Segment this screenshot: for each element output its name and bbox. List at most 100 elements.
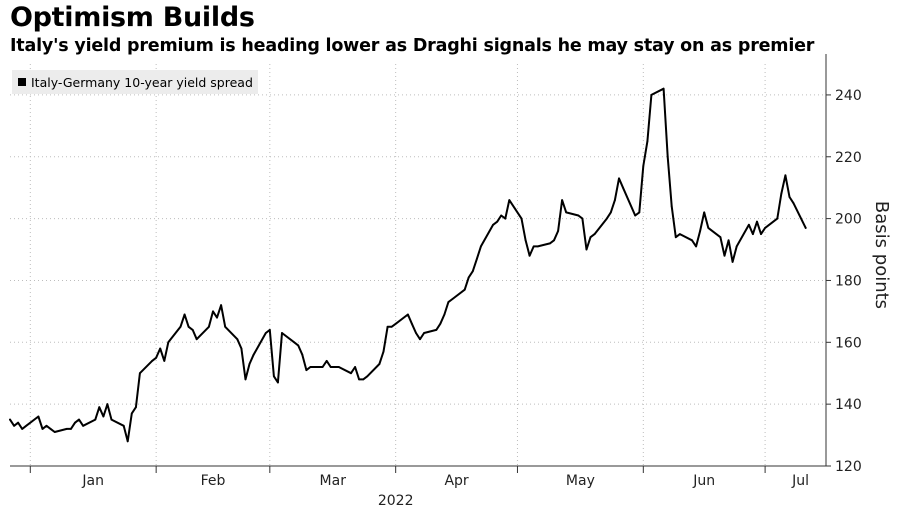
- data-point: [650, 94, 653, 96]
- data-point: [187, 325, 190, 328]
- data-point: [492, 223, 494, 226]
- data-point: [386, 325, 389, 328]
- data-point: [281, 332, 283, 334]
- y-tick-label: 240: [835, 88, 862, 104]
- data-point: [394, 322, 397, 325]
- data-point: [614, 199, 616, 202]
- y-tick-label: 120: [835, 459, 862, 475]
- data-point: [126, 440, 129, 443]
- y-tick-label: 140: [835, 397, 862, 413]
- legend-swatch: [18, 78, 26, 86]
- x-tick-label: Jun: [692, 473, 715, 489]
- data-point: [662, 87, 665, 90]
- data-point: [224, 325, 227, 328]
- data-point: [703, 211, 706, 214]
- data-point: [212, 310, 214, 313]
- data-point: [21, 428, 24, 430]
- data-point: [301, 353, 304, 356]
- data-point: [577, 214, 580, 217]
- x-tick-label: Apr: [444, 473, 468, 489]
- data-point: [792, 202, 795, 205]
- data-point: [110, 418, 113, 421]
- data-point: [183, 313, 186, 316]
- data-point: [638, 211, 641, 214]
- data-point: [98, 406, 101, 409]
- data-point: [622, 186, 624, 189]
- data-point: [674, 236, 677, 239]
- data-point: [760, 233, 762, 236]
- data-point: [423, 332, 425, 334]
- x-tick-label: May: [566, 473, 595, 489]
- data-point: [764, 227, 766, 229]
- data-point: [520, 217, 523, 220]
- data-point: [549, 242, 551, 245]
- data-point: [25, 424, 28, 427]
- data-point: [49, 428, 52, 430]
- data-point: [731, 261, 734, 263]
- data-point: [277, 381, 279, 384]
- data-point: [216, 316, 218, 319]
- data-point: [642, 165, 645, 167]
- data-point: [557, 230, 559, 232]
- data-point: [82, 424, 84, 427]
- data-point: [439, 322, 442, 325]
- data-point: [45, 424, 48, 427]
- data-point: [13, 424, 16, 427]
- data-point: [467, 276, 470, 279]
- data-point: [321, 366, 324, 368]
- data-point: [756, 220, 758, 223]
- data-point: [366, 375, 369, 378]
- legend-label: Italy-Germany 10-year yield spread: [31, 74, 253, 90]
- data-point: [382, 350, 385, 353]
- data-point: [65, 428, 68, 430]
- data-point: [350, 372, 352, 375]
- y-tick-label: 220: [835, 150, 862, 166]
- data-point: [252, 353, 255, 356]
- legend: Italy-Germany 10-year yield spread: [12, 70, 258, 94]
- data-point: [268, 329, 271, 331]
- data-point: [634, 214, 637, 217]
- data-point: [297, 344, 300, 347]
- data-point: [159, 347, 162, 350]
- data-point: [130, 412, 133, 415]
- data-point: [605, 217, 608, 220]
- data-point: [325, 360, 328, 362]
- data-point: [581, 217, 584, 220]
- data-point: [776, 217, 779, 220]
- data-point: [476, 257, 478, 260]
- data-point: [699, 230, 701, 232]
- data-point: [248, 363, 251, 365]
- data-point: [723, 254, 726, 257]
- data-point: [106, 403, 109, 406]
- data-point: [378, 363, 381, 365]
- y-tick-label: 160: [835, 335, 862, 351]
- data-point: [151, 360, 154, 362]
- data-point: [735, 245, 738, 248]
- data-point: [691, 239, 693, 242]
- data-point: [727, 239, 730, 242]
- data-point: [236, 338, 239, 341]
- data-point: [17, 421, 19, 424]
- y-axis-title: Basis points: [871, 201, 892, 309]
- data-point: [9, 418, 11, 421]
- data-point: [780, 193, 783, 195]
- data-point: [666, 155, 669, 158]
- tick-labels: 120 140 160 180 200 220 240 Jan Feb Mar Apr May Jun J…: [81, 88, 892, 509]
- data-point: [585, 248, 588, 251]
- data-point: [264, 332, 267, 334]
- data-point: [337, 366, 340, 368]
- chart-title: Optimism Builds: [10, 2, 255, 33]
- data-point: [411, 322, 413, 325]
- data-point: [167, 341, 170, 344]
- x-tick-label: Jul: [791, 473, 809, 489]
- data-point: [804, 227, 807, 229]
- axes: [10, 54, 831, 473]
- data-point: [354, 366, 356, 368]
- data-point: [788, 196, 791, 198]
- data-point: [333, 366, 336, 368]
- data-point: [419, 338, 421, 341]
- y-tick-label: 200: [835, 212, 862, 228]
- data-point: [609, 211, 612, 214]
- x-tick-label: Feb: [201, 473, 226, 489]
